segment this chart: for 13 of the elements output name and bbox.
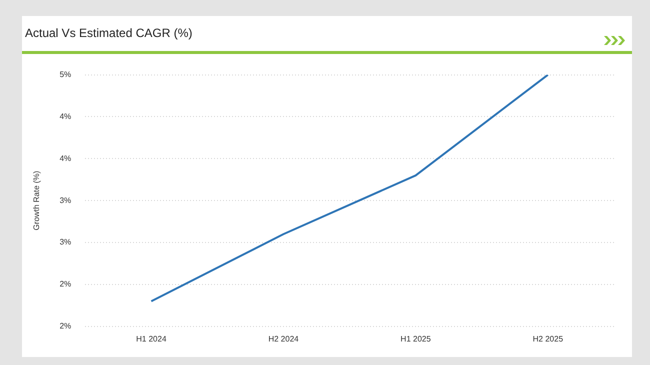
- x-tick-label: H1 2025: [400, 334, 432, 344]
- x-tick-label: H2 2024: [268, 334, 300, 344]
- y-tick-label: 2%: [60, 322, 72, 331]
- chart-title: Actual Vs Estimated CAGR (%): [25, 26, 192, 40]
- y-tick-label: 4%: [60, 112, 72, 121]
- y-tick-label: 4%: [60, 154, 72, 163]
- x-tick-label: H1 2024: [136, 334, 167, 344]
- x-tick-label: H2 2025: [532, 334, 564, 344]
- y-tick-label: 3%: [60, 238, 72, 247]
- y-axis-title: Growth Rate (%): [32, 170, 42, 230]
- y-tick-label: 5%: [60, 70, 72, 80]
- y-tick-label: 2%: [60, 280, 72, 289]
- y-tick-label: 3%: [60, 196, 72, 205]
